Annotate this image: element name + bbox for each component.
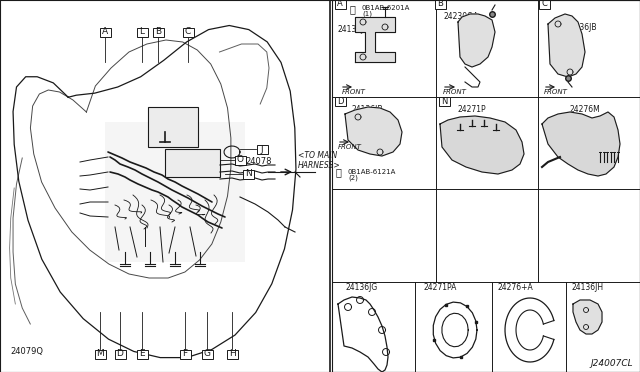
Bar: [234, 155, 246, 164]
Text: H: H: [228, 350, 236, 359]
Polygon shape: [345, 107, 402, 156]
Bar: [105, 122, 245, 262]
Bar: [136, 350, 147, 359]
Text: C: C: [541, 0, 547, 9]
Text: 24079Q: 24079Q: [10, 347, 43, 356]
Text: 24136JB: 24136JB: [352, 105, 383, 113]
Text: C: C: [185, 28, 191, 36]
Polygon shape: [440, 116, 524, 174]
Bar: [332, 0, 640, 372]
Bar: [202, 350, 212, 359]
Bar: [148, 107, 198, 147]
Text: D: D: [116, 350, 124, 359]
Bar: [99, 28, 111, 36]
Text: FRONT: FRONT: [342, 89, 366, 95]
Text: L: L: [140, 28, 145, 36]
Text: 24078: 24078: [245, 157, 271, 166]
Text: 24276+A: 24276+A: [497, 282, 532, 292]
Text: N: N: [244, 170, 252, 179]
Text: A: A: [337, 0, 343, 9]
Text: 0B1AB-6201A: 0B1AB-6201A: [362, 5, 410, 11]
Text: B: B: [437, 0, 443, 9]
Polygon shape: [573, 300, 602, 334]
Text: J24007CL: J24007CL: [590, 359, 632, 368]
Text: 24271P: 24271P: [458, 105, 486, 113]
Text: J: J: [260, 144, 263, 154]
Text: G: G: [204, 350, 211, 359]
Bar: [179, 350, 191, 359]
Text: 0B1AB-6121A: 0B1AB-6121A: [348, 169, 396, 175]
Polygon shape: [355, 17, 395, 62]
Bar: [152, 28, 163, 36]
Text: M: M: [96, 350, 104, 359]
Text: D: D: [337, 96, 343, 106]
Text: O: O: [237, 155, 243, 164]
Polygon shape: [542, 112, 620, 176]
Polygon shape: [458, 14, 495, 67]
Bar: [538, 0, 550, 9]
Text: 24276M: 24276M: [570, 105, 601, 113]
Text: 24230QA: 24230QA: [443, 13, 478, 22]
Bar: [227, 350, 237, 359]
Text: Ⓑ: Ⓑ: [335, 167, 341, 177]
Text: Ⓑ: Ⓑ: [349, 4, 355, 14]
Text: 24136JG: 24136JG: [345, 282, 377, 292]
Bar: [335, 0, 346, 9]
Text: FRONT: FRONT: [338, 144, 362, 150]
Bar: [243, 170, 253, 179]
Text: FRONT: FRONT: [544, 89, 568, 95]
Bar: [115, 350, 125, 359]
Bar: [435, 0, 445, 9]
Bar: [182, 28, 193, 36]
Bar: [136, 28, 147, 36]
Text: A: A: [102, 28, 108, 36]
Text: 24271PA: 24271PA: [423, 282, 456, 292]
Text: 24136JB: 24136JB: [565, 22, 596, 32]
Text: 24136JH: 24136JH: [572, 282, 604, 292]
Bar: [438, 96, 449, 106]
Bar: [257, 144, 268, 154]
Text: F: F: [182, 350, 188, 359]
Bar: [335, 96, 346, 106]
Text: N: N: [441, 96, 447, 106]
Text: (2): (2): [348, 175, 358, 181]
Text: (1): (1): [362, 11, 372, 17]
Text: FRONT: FRONT: [443, 89, 467, 95]
Text: E: E: [139, 350, 145, 359]
Text: 24136JE: 24136JE: [337, 25, 368, 33]
Bar: [95, 350, 106, 359]
Bar: [165, 149, 220, 177]
Polygon shape: [548, 14, 585, 77]
Text: <TO MAIN
HARNESS>: <TO MAIN HARNESS>: [298, 151, 340, 170]
Text: B: B: [155, 28, 161, 36]
